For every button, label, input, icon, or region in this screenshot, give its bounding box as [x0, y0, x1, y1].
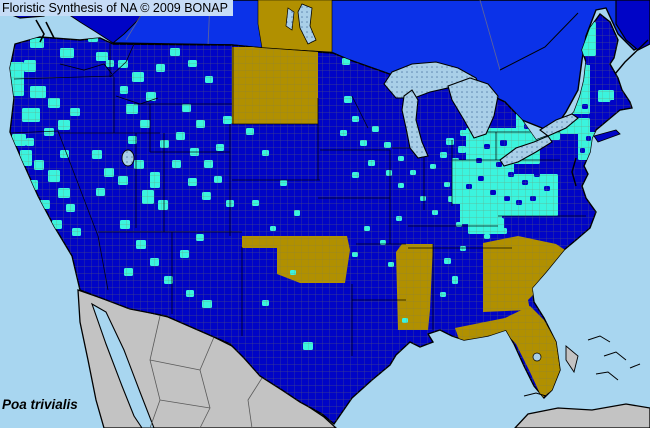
title-bar: Floristic Synthesis of NA © 2009 BONAP: [0, 0, 233, 16]
caribbean: [514, 335, 650, 428]
chesapeake-bay: [571, 157, 577, 187]
gulf-of-california: [90, 302, 155, 428]
us-water-details: [35, 19, 577, 187]
lake-erie: [499, 135, 553, 167]
lake-michigan: [401, 89, 429, 159]
great-lakes: [383, 61, 579, 167]
lake-ontario: [539, 113, 579, 137]
mexico-state-borders: [149, 315, 263, 428]
puget-sound: [35, 19, 55, 43]
lake-okeechobee: [532, 352, 542, 362]
lake-winnipeg: [297, 3, 317, 45]
bahamas-outlines: [523, 335, 641, 397]
snake-river: [115, 95, 159, 105]
cuba: [514, 403, 650, 428]
long-island: [593, 129, 621, 143]
columbia-river: [59, 63, 113, 75]
bahamas-andros: [565, 345, 579, 374]
region-manitoba: [257, 0, 333, 53]
map-title: Floristic Synthesis of NA © 2009 BONAP: [2, 1, 228, 15]
ottawa-river: [499, 12, 579, 71]
species-name-label: Poa trivialis: [2, 397, 78, 412]
lake-winnipegosis: [285, 7, 295, 31]
great-salt-lake: [121, 149, 135, 167]
lake-huron: [447, 77, 499, 139]
state-borders: [10, 43, 586, 356]
